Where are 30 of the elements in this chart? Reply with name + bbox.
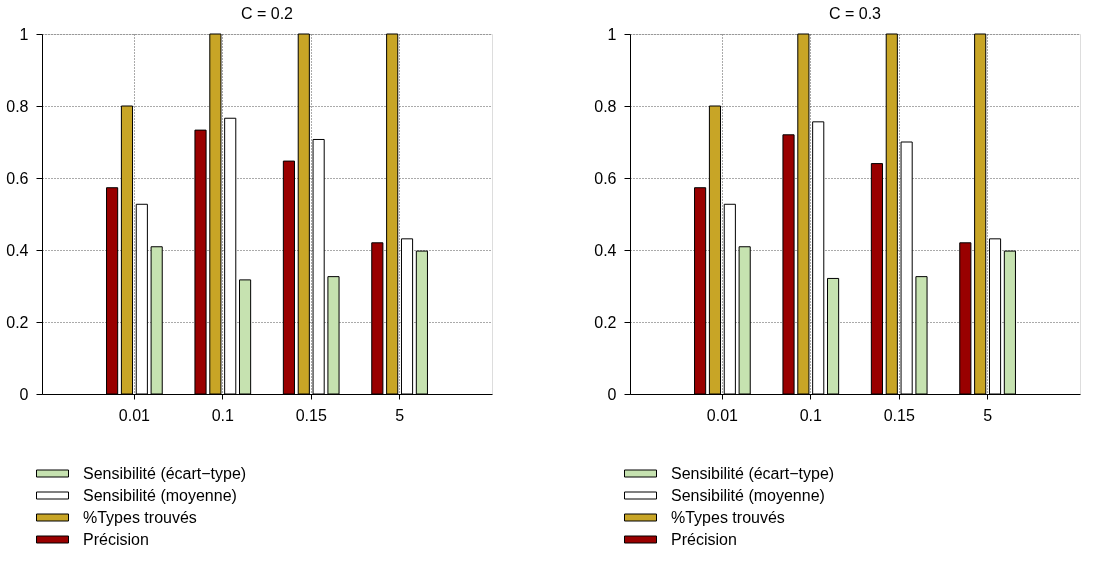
legend-label: %Types trouvés — [671, 508, 785, 526]
x-tick-label: 5 — [983, 406, 993, 424]
x-tick-label: 0.1 — [799, 406, 823, 424]
x-tick-label: 0.15 — [295, 406, 327, 424]
y-tick-label: 0.6 — [6, 169, 29, 187]
y-tick-label: 0.2 — [6, 313, 29, 331]
legend-label: Sensibilité (moyenne) — [83, 486, 237, 504]
y-tick-label: 0.2 — [594, 313, 617, 331]
x-tick-label: 5 — [395, 406, 405, 424]
legend-label: Précision — [671, 530, 737, 548]
legend-label: Sensibilité (écart−type) — [83, 464, 247, 482]
y-tick-label: 0.8 — [594, 97, 617, 115]
legend-label: %Types trouvés — [83, 508, 197, 526]
y-tick-label: 0.4 — [6, 241, 29, 259]
y-tick-label: 0 — [607, 385, 617, 403]
y-tick-label: 1 — [19, 25, 29, 43]
x-tick-label: 0.01 — [118, 406, 151, 424]
y-tick-label: 0.4 — [594, 241, 617, 259]
y-tick-label: 0.6 — [594, 169, 617, 187]
legend-label: Sensibilité (écart−type) — [671, 464, 835, 482]
x-tick-label: 0.1 — [211, 406, 235, 424]
y-tick-label: 0.8 — [6, 97, 29, 115]
chart-title: C = 0.2 — [240, 5, 294, 22]
legend-label: Sensibilité (moyenne) — [671, 486, 825, 504]
x-tick-label: 0.01 — [706, 406, 739, 424]
y-tick-label: 1 — [607, 25, 617, 43]
x-tick-label: 0.15 — [883, 406, 915, 424]
legend-label: Précision — [83, 530, 149, 548]
y-tick-label: 0 — [19, 385, 29, 403]
chart-title: C = 0.3 — [828, 5, 882, 22]
